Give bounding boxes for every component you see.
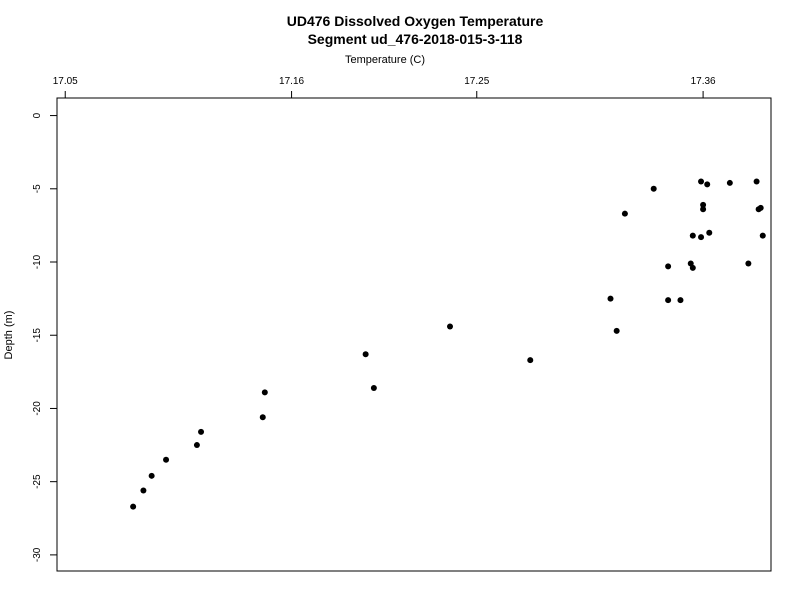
y-tick-label: 0 [32,112,43,118]
y-tick-label: -10 [32,254,43,269]
x-axis-title: Temperature (C) [345,54,425,66]
y-tick-label: -15 [32,328,43,343]
data-point [259,414,266,421]
data-point [755,206,762,213]
data-point [704,181,711,188]
y-tick-label: -25 [32,474,43,489]
x-tick-label: 17.36 [691,76,716,87]
data-point [665,263,672,270]
y-tick-label: -20 [32,401,43,416]
data-point [759,232,766,239]
data-point [706,229,713,236]
data-point [700,201,707,208]
y-axis-title: Depth (m) [3,311,15,360]
data-points [130,178,766,510]
data-point [726,179,733,186]
data-point [527,357,534,364]
x-axis: 17.05 17.16 17.25 17.36 [53,76,716,99]
x-tick-label: 17.16 [279,76,304,87]
data-point [689,232,696,239]
x-tick-label: 17.05 [53,76,78,87]
chart-title: UD476 Dissolved Oxygen Temperature [287,13,544,29]
data-point [130,503,137,510]
data-point [665,297,672,304]
data-point [140,487,147,494]
y-tick-label: -5 [32,184,43,193]
data-point [700,206,707,213]
data-point [607,295,614,302]
data-point [621,210,628,217]
data-point [689,264,696,271]
y-axis: 0 -5 -10 -15 -20 -25 -30 [32,112,58,562]
data-point [698,178,705,185]
data-point [698,234,705,241]
data-point [198,428,205,435]
y-tick-label: -30 [32,547,43,562]
data-point [447,323,454,330]
data-point [163,456,170,463]
data-point [613,327,620,334]
data-point [370,384,377,391]
chart-subtitle: Segment ud_476-2018-015-3-118 [308,31,523,47]
x-tick-label: 17.25 [464,76,489,87]
plot-frame [56,97,772,572]
data-point [650,185,657,192]
data-point [745,260,752,267]
data-point [677,297,684,304]
data-point [148,472,155,479]
data-point [193,442,200,449]
data-point [261,389,268,396]
data-point [753,178,760,185]
data-point [362,351,369,358]
